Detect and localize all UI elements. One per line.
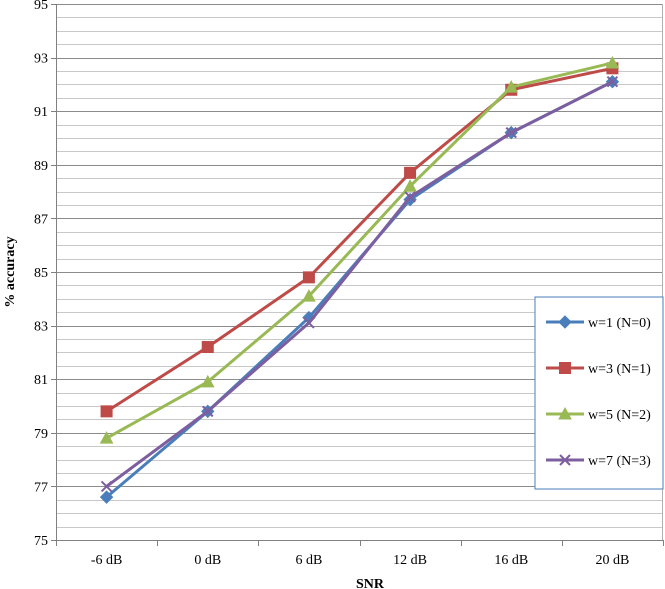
series-line xyxy=(105,61,613,440)
data-point xyxy=(302,289,316,302)
legend-marker xyxy=(559,362,571,374)
data-point xyxy=(404,166,417,179)
legend: w=1 (N=0) w=3 (N=1) w=5 (N=2) w=7 (N=3) xyxy=(534,296,664,490)
y-tick-label: 95 xyxy=(34,0,48,13)
y-tick-label: 91 xyxy=(34,105,48,120)
series-line xyxy=(105,66,613,413)
x-tick-label: 0 dB xyxy=(194,553,221,568)
series-4 xyxy=(100,76,619,493)
y-tick-label: 93 xyxy=(34,52,48,67)
data-point xyxy=(100,480,113,493)
data-point xyxy=(303,317,315,329)
data-point xyxy=(606,76,619,88)
legend-label: w=1 (N=0) xyxy=(588,316,651,331)
legend-label: w=7 (N=3) xyxy=(588,454,651,469)
data-point xyxy=(505,126,517,139)
y-axis-title: % accuracy xyxy=(3,236,18,307)
legend-marker xyxy=(559,454,571,466)
y-tick-label: 79 xyxy=(34,427,48,442)
legend-label: w=3 (N=1) xyxy=(588,362,651,377)
legend-box xyxy=(534,296,664,490)
series-layer xyxy=(99,55,620,504)
y-tick-label: 85 xyxy=(34,266,48,281)
x-tick-label: -6 dB xyxy=(91,553,123,568)
legend-entry: w=3 (N=1) xyxy=(546,362,651,377)
x-tick-label: 16 dB xyxy=(494,553,528,568)
x-tick-label: 6 dB xyxy=(295,553,322,568)
legend-entry: w=5 (N=2) xyxy=(546,406,651,423)
data-point xyxy=(404,191,416,203)
data-point xyxy=(605,55,620,69)
x-axis: -6 dB 0 dB 6 dB 12 dB 16 dB 20 dB xyxy=(56,540,664,568)
legend-marker xyxy=(558,406,572,420)
data-point xyxy=(200,374,215,388)
y-tick-label: 81 xyxy=(34,373,48,388)
legend-label: w=5 (N=2) xyxy=(588,408,651,423)
series-line xyxy=(105,80,614,488)
data-point xyxy=(99,431,114,444)
y-tick-label: 75 xyxy=(34,534,48,549)
legend-entry: w=7 (N=3) xyxy=(546,454,651,469)
data-point xyxy=(99,490,114,504)
x-axis-title: SNR xyxy=(356,577,385,589)
data-point xyxy=(100,405,113,418)
data-point xyxy=(403,179,417,192)
x-tick-label: 20 dB xyxy=(595,553,629,568)
y-tick-label: 89 xyxy=(34,159,48,174)
series-3 xyxy=(99,55,620,444)
y-tick-label: 77 xyxy=(34,480,48,495)
x-tick-label: 12 dB xyxy=(393,553,427,568)
data-point xyxy=(201,341,214,354)
y-tick-label: 87 xyxy=(34,212,48,227)
data-point xyxy=(302,271,315,284)
data-point xyxy=(504,80,519,93)
y-tick-label: 83 xyxy=(34,320,48,335)
data-point xyxy=(202,405,214,418)
legend-marker xyxy=(558,315,572,329)
legend-entry: w=1 (N=0) xyxy=(546,315,651,331)
